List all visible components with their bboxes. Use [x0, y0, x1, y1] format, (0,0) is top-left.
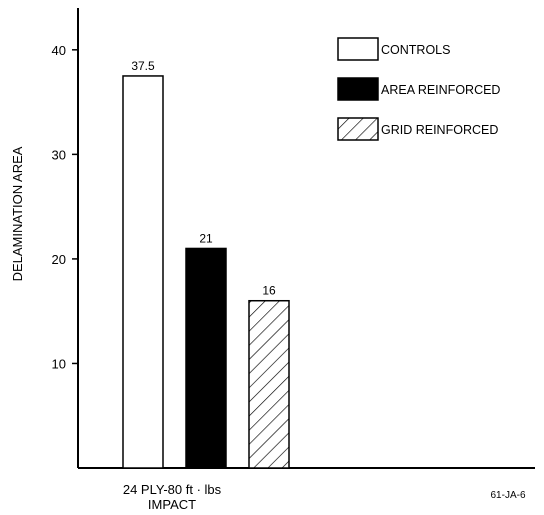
legend-swatch	[337, 77, 379, 101]
bar-value-label: 37.5	[131, 59, 155, 73]
bar	[248, 299, 290, 469]
bars: 37.5 21 16	[122, 59, 290, 469]
y-tick-label: 20	[52, 252, 66, 267]
x-category-label-line2: IMPACT	[148, 497, 196, 512]
y-tick-label: 30	[52, 147, 66, 162]
legend: CONTROLS AREA REINFORCED GRID REINFORCED	[337, 37, 500, 141]
figure-code: 61-JA-6	[490, 490, 525, 501]
bar	[122, 75, 164, 469]
y-tick-label: 40	[52, 43, 66, 58]
legend-label: GRID REINFORCED	[381, 123, 498, 137]
y-ticks: 10 20 30 40	[52, 43, 78, 371]
x-category-label-line1: 24 PLY-80 ft · lbs	[123, 482, 222, 497]
bar-value-label: 21	[199, 231, 213, 245]
bar-value-label: 16	[262, 284, 276, 298]
legend-label: AREA REINFORCED	[381, 83, 500, 97]
legend-label: CONTROLS	[381, 43, 450, 57]
legend-swatch	[337, 117, 379, 141]
bar	[185, 247, 227, 469]
y-tick-label: 10	[52, 356, 66, 371]
y-axis-label: DELAMINATION AREA	[10, 146, 25, 281]
legend-swatch	[337, 37, 379, 61]
